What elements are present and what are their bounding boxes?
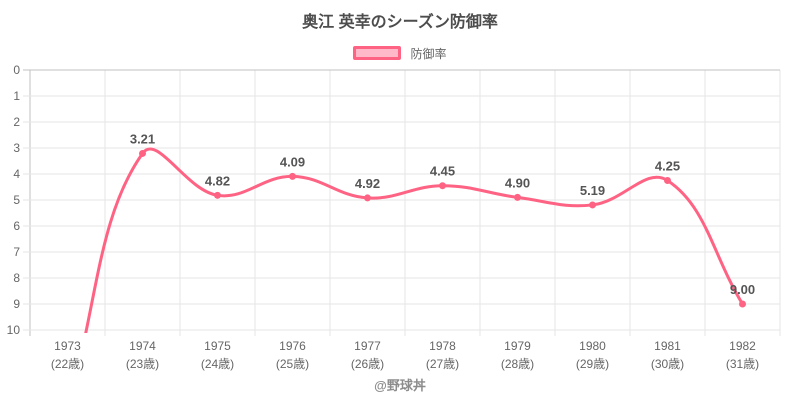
y-axis-tick-label: 10 bbox=[7, 323, 21, 337]
y-axis-tick-label: 1 bbox=[13, 89, 20, 103]
y-axis-tick-label: 4 bbox=[13, 167, 20, 181]
x-axis-label-age: (24歳) bbox=[201, 357, 234, 371]
data-point[interactable] bbox=[364, 194, 371, 202]
data-point-label: 4.92 bbox=[355, 176, 380, 191]
x-axis-label-age: (27歳) bbox=[426, 357, 459, 371]
data-point-label: 4.90 bbox=[505, 175, 530, 190]
x-axis-label-age: (25歳) bbox=[276, 357, 309, 371]
x-axis-label-age: (31歳) bbox=[726, 357, 759, 371]
data-point-label: 4.82 bbox=[205, 173, 230, 188]
legend-swatch-icon[interactable] bbox=[353, 46, 402, 60]
legend-label: 防御率 bbox=[410, 46, 447, 61]
y-axis-tick-label: 9 bbox=[13, 297, 20, 311]
x-axis-label-year: 1974 bbox=[129, 339, 156, 353]
legend-item-era[interactable]: 防御率 bbox=[0, 44, 800, 62]
x-axis-label-age: (29歳) bbox=[576, 357, 609, 371]
credit-watermark: @野球丼 bbox=[374, 378, 426, 393]
y-axis-tick-label: 2 bbox=[13, 115, 20, 129]
x-axis-label-age: (26歳) bbox=[351, 357, 384, 371]
x-axis-label-year: 1981 bbox=[654, 339, 681, 353]
data-point-label: 4.09 bbox=[280, 154, 305, 169]
x-axis-label-age: (30歳) bbox=[651, 357, 684, 371]
data-point[interactable] bbox=[589, 201, 596, 209]
x-axis-label-year: 1980 bbox=[579, 339, 606, 353]
data-point[interactable] bbox=[439, 182, 446, 190]
data-point-label: 3.21 bbox=[130, 131, 155, 146]
data-point[interactable] bbox=[664, 177, 671, 184]
x-axis-label-year: 1982 bbox=[729, 339, 756, 353]
x-axis-label-age: (28歳) bbox=[501, 357, 534, 371]
x-axis-label-year: 1976 bbox=[279, 339, 306, 353]
y-axis-tick-label: 5 bbox=[13, 193, 20, 207]
x-axis-label-year: 1975 bbox=[204, 339, 231, 353]
data-point[interactable] bbox=[739, 300, 746, 308]
chart-title: 奥江 英幸のシーズン防御率 bbox=[302, 14, 498, 31]
data-point[interactable] bbox=[289, 172, 296, 180]
y-axis-tick-label: 7 bbox=[13, 245, 20, 259]
x-axis-label-year: 1979 bbox=[504, 339, 531, 353]
x-axis-label-year: 1978 bbox=[429, 339, 456, 353]
data-point-label: 9.00 bbox=[730, 282, 755, 297]
y-axis-tick-label: 0 bbox=[13, 63, 20, 77]
y-axis-tick-label: 6 bbox=[13, 219, 20, 233]
data-point-label: 5.19 bbox=[580, 183, 605, 198]
x-axis-label-year: 1977 bbox=[354, 339, 381, 353]
x-axis-label-year: 1973 bbox=[54, 339, 81, 353]
x-axis-label-age: (22歳) bbox=[51, 357, 84, 371]
data-point[interactable] bbox=[514, 193, 521, 201]
data-point[interactable] bbox=[139, 149, 146, 157]
x-axis-label-age: (23歳) bbox=[126, 357, 159, 371]
y-axis-tick-label: 8 bbox=[13, 271, 20, 285]
data-point-label: 4.25 bbox=[655, 159, 680, 174]
y-axis-tick-label: 3 bbox=[13, 141, 20, 155]
data-point[interactable] bbox=[214, 191, 221, 199]
data-point-label: 4.45 bbox=[430, 164, 455, 179]
